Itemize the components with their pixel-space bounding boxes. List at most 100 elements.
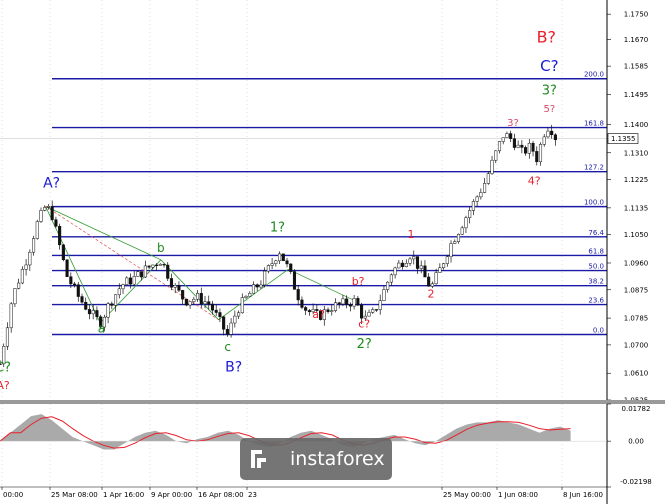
fib-level-label: 76.4 bbox=[588, 229, 604, 237]
candle-body bbox=[266, 265, 270, 272]
fib-level-label: 100.0 bbox=[584, 199, 604, 207]
candle-body bbox=[151, 264, 155, 268]
candle-body bbox=[50, 206, 54, 220]
candle-body bbox=[311, 309, 315, 313]
grid-lines bbox=[0, 0, 607, 487]
candle-body bbox=[337, 302, 341, 305]
candle-body bbox=[20, 269, 24, 284]
candle-body bbox=[531, 142, 535, 152]
candle-body bbox=[415, 256, 420, 269]
candle-body bbox=[69, 276, 73, 285]
wave-label: 1 bbox=[407, 228, 414, 241]
fib-level-label: 200.0 bbox=[584, 71, 604, 79]
candle-body bbox=[471, 201, 475, 211]
wave-label: 3? bbox=[542, 83, 557, 98]
candle-body bbox=[184, 298, 188, 306]
candle-body bbox=[225, 328, 229, 335]
price-tick-label: 1.1225 bbox=[624, 176, 649, 184]
oscillator-axis: 0.01782 0.00 -0.02198 bbox=[607, 403, 652, 488]
price-tick-label: 1.1750 bbox=[624, 11, 649, 19]
candle-body bbox=[341, 298, 345, 305]
fib-level-label: 127.2 bbox=[584, 164, 604, 172]
candle-body bbox=[322, 309, 326, 320]
wave-label: 5? bbox=[543, 104, 555, 115]
candle-body bbox=[76, 284, 80, 297]
price-tick-label: 1.1670 bbox=[624, 36, 649, 44]
candle-body bbox=[330, 310, 334, 312]
candle-body bbox=[188, 301, 192, 306]
candle-body bbox=[155, 264, 159, 267]
candle-body bbox=[281, 253, 285, 261]
candle-body bbox=[423, 265, 427, 278]
candle-body bbox=[199, 293, 203, 305]
current-price-label: 1.1355 bbox=[611, 135, 636, 143]
candle-body bbox=[542, 136, 546, 145]
price-tick-label: 1.1135 bbox=[624, 204, 649, 212]
candle-body bbox=[251, 284, 256, 294]
wave-label: C? bbox=[540, 57, 558, 75]
candle-body bbox=[445, 256, 449, 264]
time-tick-label: 8 Jun 16:00 bbox=[563, 491, 603, 499]
candle-body bbox=[158, 263, 162, 266]
wave-label: 4? bbox=[528, 174, 541, 187]
candle-body bbox=[110, 303, 114, 306]
candle-body bbox=[434, 272, 438, 285]
candle-body bbox=[203, 301, 207, 305]
candle-body bbox=[550, 130, 554, 135]
candle-body bbox=[117, 288, 121, 296]
candle-body bbox=[438, 267, 442, 273]
candle-body bbox=[95, 310, 99, 317]
price-tick-label: 1.1585 bbox=[624, 63, 649, 71]
oscillator-tick-label: 0.01782 bbox=[622, 405, 651, 413]
candle-body bbox=[214, 309, 218, 313]
candle-body bbox=[430, 283, 434, 287]
candle-body bbox=[516, 144, 520, 148]
fib-level-label: 0.0 bbox=[593, 326, 604, 334]
oscillator-tick-label: 0.00 bbox=[628, 438, 644, 446]
candle-body bbox=[17, 282, 21, 289]
candle-body bbox=[248, 293, 252, 297]
candle-body bbox=[319, 310, 323, 320]
candle-body bbox=[374, 309, 379, 311]
candle-body bbox=[102, 316, 106, 328]
candle-body bbox=[5, 327, 10, 347]
fib-level-label: 61.8 bbox=[588, 247, 604, 255]
candle-body bbox=[300, 299, 304, 308]
candle-body bbox=[43, 207, 47, 211]
candle-body bbox=[356, 298, 360, 306]
candle-body bbox=[192, 298, 196, 302]
candle-body bbox=[240, 297, 244, 314]
candle-body bbox=[80, 296, 84, 303]
candle-body bbox=[360, 305, 364, 319]
current-price-marker: 1.1355 bbox=[607, 133, 639, 144]
candle-body bbox=[128, 277, 133, 285]
candle-body bbox=[382, 289, 386, 301]
wave-label: 2 bbox=[427, 288, 434, 301]
candle-body bbox=[442, 263, 446, 269]
candle-body bbox=[449, 243, 453, 257]
wave-label: c? bbox=[358, 318, 370, 331]
candle-body bbox=[54, 219, 58, 227]
candle-body bbox=[285, 260, 289, 265]
price-tick-label: 1.0610 bbox=[624, 370, 649, 378]
candle-body bbox=[278, 253, 282, 262]
wave-label: B? bbox=[537, 28, 556, 47]
candle-body bbox=[326, 309, 330, 312]
candle-body bbox=[143, 265, 147, 278]
price-candles bbox=[0, 124, 557, 368]
fib-level-label: 23.6 bbox=[588, 297, 604, 305]
candle-body bbox=[304, 307, 308, 311]
candle-body bbox=[218, 312, 222, 317]
candle-body bbox=[237, 312, 241, 317]
candle-body bbox=[270, 263, 274, 266]
wave-label: a bbox=[98, 321, 105, 335]
price-tick-label: 1.0785 bbox=[624, 315, 649, 323]
candle-body bbox=[181, 290, 185, 300]
candle-body bbox=[404, 263, 408, 267]
candle-body bbox=[255, 284, 259, 288]
candle-body bbox=[91, 310, 95, 315]
price-tick-label: 1.1400 bbox=[624, 121, 649, 129]
candle-body bbox=[210, 303, 215, 311]
time-tick-label: 00:00 bbox=[3, 491, 23, 499]
candle-body bbox=[527, 142, 531, 154]
